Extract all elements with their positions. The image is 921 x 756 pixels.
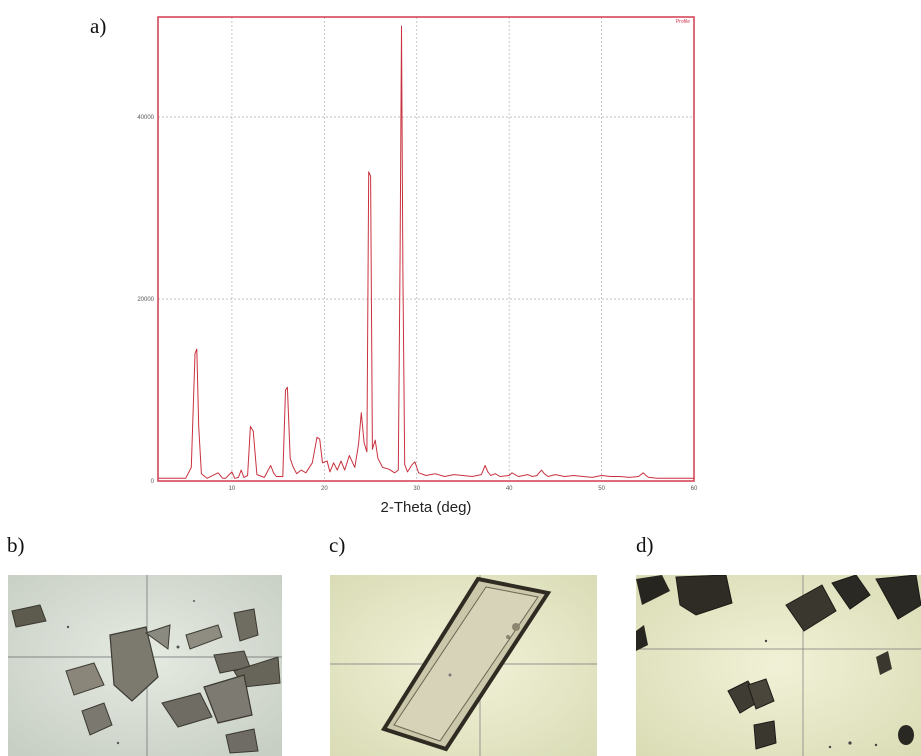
series-trace-layer [158, 25, 694, 479]
x-tick-label: 30 [413, 486, 420, 492]
micrograph-d [636, 575, 921, 756]
x-tick-label: 20 [321, 486, 328, 492]
xrd-chart: 10 20 30 40 50 60 0 20000 40000 Profile 2-Theta … [137, 16, 698, 516]
panel-label-d: d) [636, 533, 654, 557]
micrograph-c-image [330, 575, 597, 756]
y-tick-label: 40000 [137, 115, 154, 121]
plot-frame [157, 16, 695, 482]
chart-grid [158, 17, 694, 481]
panel-label-a: a) [90, 14, 107, 38]
x-tick-label: 50 [598, 486, 605, 492]
x-tick-label: 40 [506, 486, 513, 492]
panel-label-c: c) [329, 533, 346, 557]
y-tick-label: 0 [151, 479, 155, 485]
micrograph-b-image [8, 575, 282, 756]
x-tick-label: 60 [691, 486, 698, 492]
y-tick-label: 20000 [137, 297, 154, 303]
panel-label-b: b) [7, 533, 25, 557]
legend-entry: Profile [676, 19, 690, 25]
x-axis-title: 2-Theta (deg) [381, 499, 472, 516]
x-tick-label: 10 [229, 486, 236, 492]
tick-labels: 10 20 30 40 50 60 0 20000 40000 [137, 115, 698, 492]
micrograph-d-image [636, 575, 921, 756]
micrograph-b [8, 575, 282, 756]
series-line-0 [158, 25, 694, 479]
micrograph-c [330, 575, 597, 756]
